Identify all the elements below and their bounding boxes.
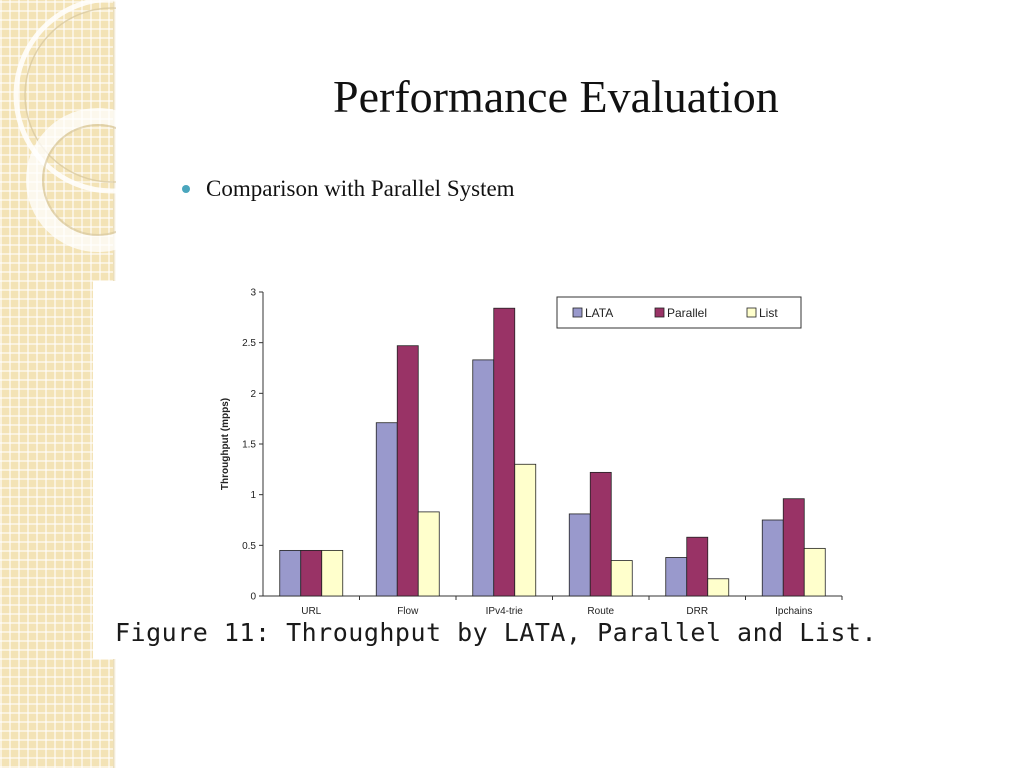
x-tick-label: IPv4-trie <box>486 606 524 617</box>
legend-swatch-list <box>746 307 757 318</box>
legend-label-lata: LATA <box>585 306 613 320</box>
x-tick-label: Ipchains <box>775 606 812 617</box>
bar-lata-ipv4-trie <box>472 359 495 597</box>
y-tick-label: 0 <box>250 592 256 603</box>
figure-panel: 0 0.5 1 1.5 2 2.5 3 Throughput (mpps) URL Flow IPv… <box>93 281 963 659</box>
x-tick-label: Flow <box>397 606 419 617</box>
slide-title: Performance Evaluation <box>333 71 779 122</box>
legend-label-parallel: Parallel <box>667 306 707 320</box>
y-axis-label: Throughput (mpps) <box>220 398 231 490</box>
legend-swatch-lata <box>572 307 583 318</box>
bar-parallel-ipv4-trie <box>493 307 516 597</box>
x-tick-label: Route <box>587 606 614 617</box>
y-tick-label: 1 <box>250 490 256 501</box>
bar-list-drr <box>707 578 730 597</box>
bar-parallel-ipchains <box>782 498 805 597</box>
bar-lata-ipchains <box>761 519 784 597</box>
bar-list-url <box>321 549 344 597</box>
bar-list-ipv4-trie <box>514 463 537 597</box>
throughput-bar-chart: 0 0.5 1 1.5 2 2.5 3 Throughput (mpps) URL Flow IPv… <box>220 288 843 617</box>
y-tick-label: 0.5 <box>242 541 256 552</box>
y-tick-label: 1.5 <box>242 440 256 451</box>
y-tick-label: 2 <box>250 389 256 400</box>
bar-parallel-flow <box>396 345 419 597</box>
bar-lata-drr <box>665 557 688 597</box>
legend-label-list: List <box>759 306 778 320</box>
bar-parallel-drr <box>686 536 709 597</box>
y-tick-label: 3 <box>250 288 256 299</box>
bar-list-route <box>610 560 633 597</box>
bar-lata-url <box>279 549 302 597</box>
bar-list-ipchains <box>803 547 826 597</box>
bar-parallel-route <box>589 471 612 597</box>
decorative-circles <box>13 0 116 252</box>
bar-lata-route <box>568 513 591 597</box>
figure-caption: Figure 11: Throughput by LATA, Parallel … <box>115 618 878 647</box>
bar-parallel-url <box>300 549 323 597</box>
bullet-item: Comparison with Parallel System <box>182 176 515 202</box>
x-tick-label: URL <box>301 606 321 617</box>
legend-box <box>556 296 802 329</box>
bullet-dot-icon <box>182 184 190 193</box>
legend-swatch-parallel <box>654 307 665 318</box>
x-tick-label: DRR <box>686 606 708 617</box>
bullet-text: Comparison with Parallel System <box>206 176 515 201</box>
bar-lata-flow <box>375 422 398 597</box>
bar-list-flow <box>417 511 440 597</box>
y-tick-label: 2.5 <box>242 338 256 349</box>
